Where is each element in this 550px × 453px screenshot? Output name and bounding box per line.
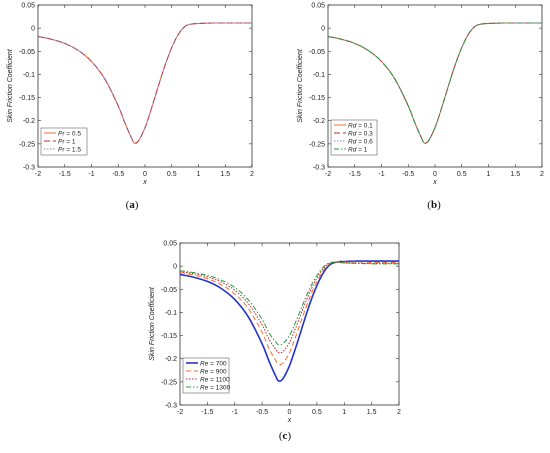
x-tick-label: 2: [397, 409, 401, 416]
x-tick-label: 0: [143, 171, 147, 178]
chart-panel-2: -2 -1.5 -1 -0.5 0 0.5 1 1.5 2 -0.3 -0.25 -0.2 -0.15 -…: [297, 3, 544, 212]
panel-caption: (a): [126, 199, 139, 211]
y-tick-label: -0.2: [165, 356, 177, 363]
legend-label: Rd = 1: [348, 146, 368, 153]
legend-label: Re = 900: [200, 368, 227, 375]
panel-caption: (b): [427, 199, 441, 211]
y-tick-label: -0.2: [313, 118, 325, 125]
y-tick-label: -0.05: [309, 49, 325, 56]
y-axis-label: Skin Friction Coefficient: [7, 48, 14, 123]
legend-label: Pr = 0.5: [58, 130, 81, 137]
x-axis-label: x: [287, 417, 292, 424]
y-tick-label: -0.25: [309, 141, 325, 148]
x-tick-label: 0.5: [167, 171, 177, 178]
x-tick-label: 1.5: [510, 171, 520, 178]
y-tick-label: -0.3: [165, 403, 177, 410]
y-tick-label: -0.15: [309, 95, 325, 102]
x-tick-label: 0: [288, 409, 292, 416]
y-axis-label: Skin Friction Coefficient: [297, 48, 304, 123]
x-tick-label: -1: [88, 171, 94, 178]
y-tick-label: -0.05: [19, 49, 35, 56]
x-tick-label: -1.5: [59, 171, 71, 178]
panel-caption: (c): [279, 430, 292, 442]
y-tick-label: 0: [31, 26, 35, 33]
y-tick-label: -0.2: [23, 118, 35, 125]
x-tick-label: 2: [250, 171, 254, 178]
x-tick-label: -1: [232, 409, 238, 416]
y-tick-label: 0.05: [21, 3, 35, 10]
x-axis-label: x: [432, 179, 437, 186]
y-tick-label: 0.05: [163, 241, 177, 248]
x-tick-label: 1: [197, 171, 201, 178]
series-line: [328, 22, 542, 144]
y-tick-label: -0.25: [19, 141, 35, 148]
y-tick-label: -0.1: [313, 72, 325, 79]
x-tick-label: -0.5: [256, 409, 268, 416]
y-axis-label: Skin Friction Coefficient: [149, 286, 156, 361]
x-tick-label: 1.5: [367, 409, 377, 416]
x-tick-label: 1: [342, 409, 346, 416]
legend-label: Re = 700: [200, 360, 227, 367]
legend-label: Rd = 0.1: [348, 122, 373, 129]
y-tick-label: -0.15: [19, 95, 35, 102]
series-line: [180, 260, 399, 383]
y-tick-label: -0.3: [313, 165, 325, 172]
x-tick-label: -1.5: [349, 171, 361, 178]
y-tick-label: -0.1: [165, 310, 177, 317]
legend-label: Re = 1100: [200, 376, 230, 383]
series-line: [180, 261, 399, 354]
series-line: [180, 261, 399, 346]
x-tick-label: -1: [378, 171, 384, 178]
y-tick-label: 0.05: [311, 3, 325, 10]
legend-label: Rd = 0.6: [348, 138, 373, 145]
x-tick-label: -0.5: [112, 171, 124, 178]
y-tick-label: -0.3: [23, 165, 35, 172]
y-tick-label: -0.05: [161, 287, 177, 294]
x-tick-label: -1.5: [201, 409, 213, 416]
y-tick-label: -0.15: [161, 333, 177, 340]
y-tick-label: 0: [321, 26, 325, 33]
x-tick-label: -2: [325, 171, 331, 178]
legend-label: Rd = 0.3: [348, 130, 373, 137]
x-tick-label: -2: [177, 409, 183, 416]
y-tick-label: 0: [173, 264, 177, 271]
x-tick-label: -2: [35, 171, 41, 178]
series-line: [38, 22, 252, 144]
x-tick-label: 1.5: [220, 171, 230, 178]
series-line: [180, 261, 399, 366]
x-tick-label: 0: [433, 171, 437, 178]
legend-label: Pr = 1: [58, 138, 76, 145]
legend-label: Re = 1300: [200, 384, 231, 391]
x-axis-label: x: [142, 179, 147, 186]
y-tick-label: -0.25: [161, 379, 177, 386]
x-tick-label: -0.5: [402, 171, 414, 178]
legend-label: Pr = 1.5: [58, 146, 81, 153]
x-tick-label: 2: [540, 171, 544, 178]
chart-panel-3: -2 -1.5 -1 -0.5 0 0.5 1 1.5 2 -0.3 -0.25 -0.2 -0.15 -…: [149, 241, 401, 443]
x-tick-label: 1: [487, 171, 491, 178]
y-tick-label: -0.1: [23, 72, 35, 79]
chart-panel-1: -2 -1.5 -1 -0.5 0 0.5 1 1.5 2 -0.3 -0.25 -0.2 -0.15 -…: [7, 3, 254, 212]
x-tick-label: 0.5: [457, 171, 467, 178]
x-tick-label: 0.5: [312, 409, 322, 416]
